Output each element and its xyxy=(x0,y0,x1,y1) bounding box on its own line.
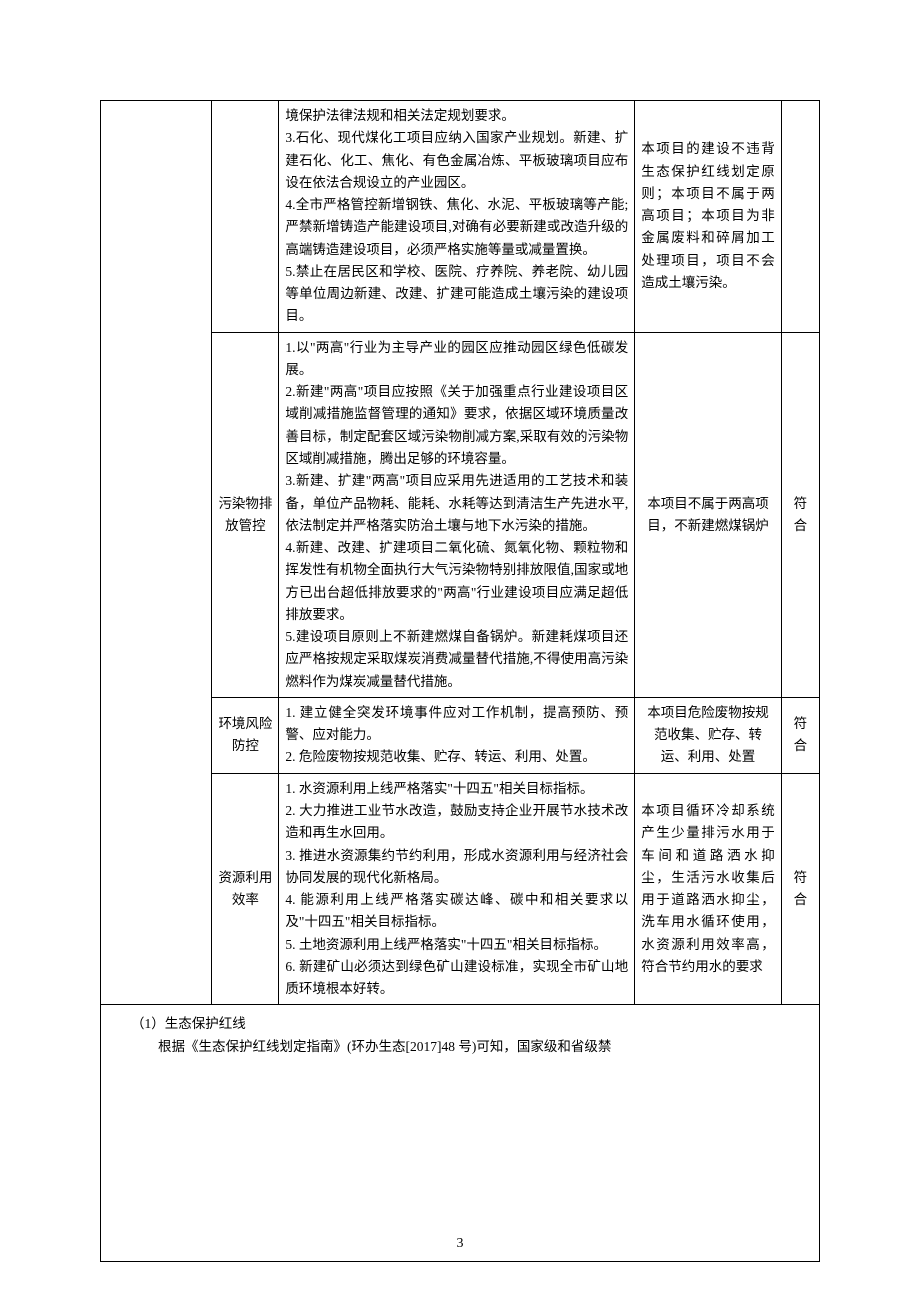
cell-result: 符合 xyxy=(781,697,819,773)
para: 1. 水资源利用上线严格落实"十四五"相关目标指标。 xyxy=(285,778,628,800)
para: 6. 新建矿山必须达到绿色矿山建设标准，实现全市矿山地质环境根本好转。 xyxy=(285,956,628,1001)
para: 5.禁止在居民区和学校、医院、疗养院、养老院、幼儿园等单位周边新建、改建、扩建可… xyxy=(285,261,628,328)
para: 2. 大力推进工业节水改造，鼓励支持企业开展节水技术改造和再生水回用。 xyxy=(285,800,628,845)
cell-result: 符合 xyxy=(781,332,819,697)
para: 境保护法律法规和相关法定规划要求。 xyxy=(285,105,628,127)
cell-result: 符合 xyxy=(781,773,819,1005)
cell-subcategory: 环境风险防控 xyxy=(212,697,279,773)
footer-text-cell: （1）生态保护红线 根据《生态保护红线划定指南》(环办生态[2017]48 号)… xyxy=(101,1005,819,1058)
para: 2. 危险废物按规范收集、贮存、转运、利用、处置。 xyxy=(285,746,628,768)
para: 3.石化、现代煤化工项目应纳入国家产业规划。新建、扩建石化、化工、焦化、有色金属… xyxy=(285,127,628,194)
para: 4. 能源利用上线严格落实碳达峰、碳中和相关要求以及"十四五"相关目标指标。 xyxy=(285,889,628,934)
para: 1.以"两高"行业为主导产业的园区应推动园区绿色低碳发展。 xyxy=(285,337,628,382)
cell-result xyxy=(781,101,819,332)
para: 3.新建、扩建"两高"项目应采用先进适用的工艺技术和装备，单位产品物耗、能耗、水… xyxy=(285,470,628,537)
cell-assessment: 本项目危险废物按规范收集、贮存、转运、利用、处置 xyxy=(635,697,782,773)
cell-requirements: 1. 水资源利用上线严格落实"十四五"相关目标指标。 2. 大力推进工业节水改造… xyxy=(279,773,635,1005)
page-number: 3 xyxy=(0,1232,920,1256)
cell-requirements: 1.以"两高"行业为主导产业的园区应推动园区绿色低碳发展。 2.新建"两高"项目… xyxy=(279,332,635,697)
cell-assessment: 本项目循环冷却系统产生少量排污水用于车间和道路洒水抑尘，生活污水收集后用于道路洒… xyxy=(635,773,782,1005)
cell-subcategory: 资源利用效率 xyxy=(212,773,279,1005)
cell-assessment: 本项目的建设不违背生态保护红线划定原则；本项目不属于两高项目；本项目为非金属废料… xyxy=(635,101,782,332)
para: 5. 土地资源利用上线严格落实"十四五"相关目标指标。 xyxy=(285,934,628,956)
para: 4.新建、改建、扩建项目二氧化硫、氮氧化物、颗粒物和挥发性有机物全面执行大气污染… xyxy=(285,537,628,626)
footer-row: （1）生态保护红线 根据《生态保护红线划定指南》(环办生态[2017]48 号)… xyxy=(101,1005,819,1058)
cell-assessment: 本项目不属于两高项目，不新建燃煤锅炉 xyxy=(635,332,782,697)
para: 5.建设项目原则上不新建燃煤自备锅炉。新建耗煤项目还应严格按规定采取煤炭消费减量… xyxy=(285,626,628,693)
para: 4.全市严格管控新增钢铁、焦化、水泥、平板玻璃等产能;严禁新增铸造产能建设项目,… xyxy=(285,194,628,261)
policy-table: 境保护法律法规和相关法定规划要求。 3.石化、现代煤化工项目应纳入国家产业规划。… xyxy=(101,101,819,1058)
cell-requirements: 1. 建立健全突发环境事件应对工作机制，提高预防、预警、应对能力。 2. 危险废… xyxy=(279,697,635,773)
table-row: 境保护法律法规和相关法定规划要求。 3.石化、现代煤化工项目应纳入国家产业规划。… xyxy=(101,101,819,332)
para: 2.新建"两高"项目应按照《关于加强重点行业建设项目区域削减措施监督管理的通知》… xyxy=(285,381,628,470)
footer-line-2: 根据《生态保护红线划定指南》(环办生态[2017]48 号)可知，国家级和省级禁 xyxy=(131,1036,789,1058)
cell-requirements: 境保护法律法规和相关法定规划要求。 3.石化、现代煤化工项目应纳入国家产业规划。… xyxy=(279,101,635,332)
cell-subcategory xyxy=(212,101,279,332)
cell-category xyxy=(101,101,212,1005)
para: 3. 推进水资源集约节约利用，形成水资源利用与经济社会协同发展的现代化新格局。 xyxy=(285,845,628,890)
para: 1. 建立健全突发环境事件应对工作机制，提高预防、预警、应对能力。 xyxy=(285,702,628,747)
cell-subcategory: 污染物排放管控 xyxy=(212,332,279,697)
footer-line-1: （1）生态保护红线 xyxy=(131,1013,789,1035)
page-frame: 境保护法律法规和相关法定规划要求。 3.石化、现代煤化工项目应纳入国家产业规划。… xyxy=(100,100,820,1262)
